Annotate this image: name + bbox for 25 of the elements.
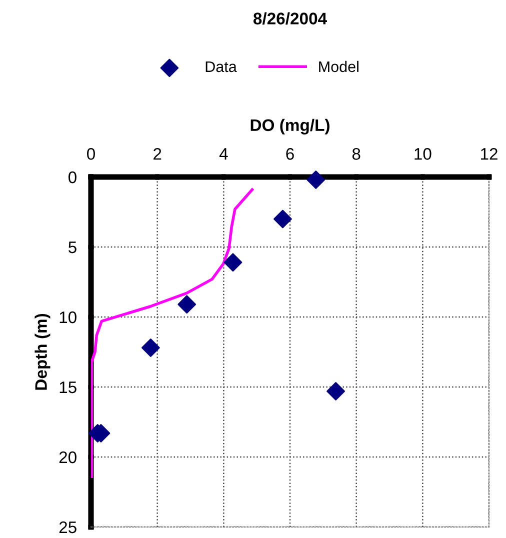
chart-title: 8/26/2004 (253, 12, 327, 25)
point (306, 170, 326, 189)
y-tick-label: 20 (59, 451, 76, 464)
x-axis-title: DO (mg/L) (250, 118, 330, 134)
point (224, 253, 242, 272)
y-tick-label: 10 (60, 311, 76, 324)
x-tick-label: 12 (481, 148, 498, 160)
y-axis-title: Depth (m) (34, 314, 50, 390)
legend-label: Data (206, 61, 237, 72)
point (178, 295, 196, 314)
y-tick-label: 5 (68, 242, 76, 254)
line-series (91, 188, 254, 478)
x-tick-label: 4 (219, 148, 228, 160)
x-tick-label: 2 (154, 148, 162, 160)
x-tick-label: 8 (352, 148, 360, 160)
x-tick-label: 10 (414, 148, 432, 160)
legend-label: Model (319, 60, 358, 72)
x-tick-label: 6 (286, 148, 294, 160)
point (326, 382, 345, 400)
y-tick-label: 25 (59, 521, 76, 534)
y-tick-label: 0 (68, 171, 76, 184)
x-tick-label: 0 (87, 148, 95, 160)
point (142, 338, 160, 357)
y-tick-label: 15 (60, 382, 76, 394)
point (274, 210, 292, 228)
